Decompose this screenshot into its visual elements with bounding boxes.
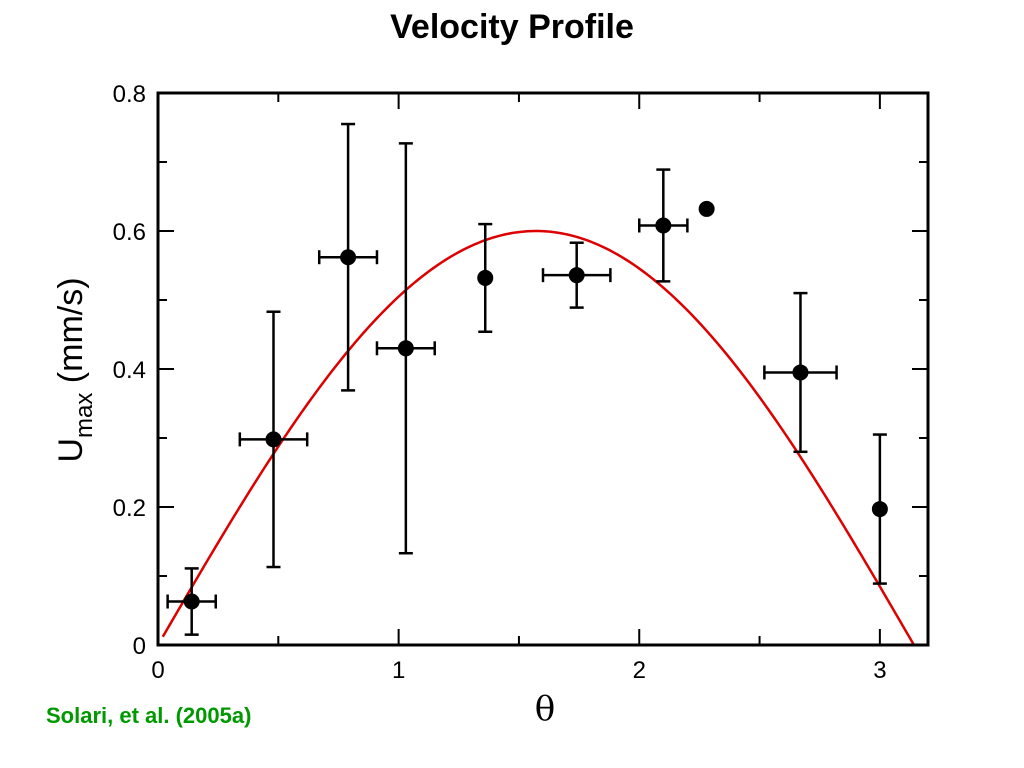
data-point: [477, 222, 494, 333]
data-point: [871, 433, 888, 585]
data-point: [541, 241, 612, 309]
data-marker: [568, 267, 585, 284]
data-point: [317, 122, 379, 392]
data-point: [698, 200, 715, 217]
data-marker: [792, 364, 809, 381]
y-tick-label: 0.4: [113, 357, 146, 384]
data-marker: [698, 200, 715, 217]
data-marker: [397, 340, 414, 357]
svg-text:Umax (mm/s): Umax (mm/s): [52, 277, 98, 462]
y-tick-label: 0.8: [113, 81, 146, 108]
data-point: [166, 567, 217, 636]
plot-frame: [156, 91, 930, 647]
y-label-sub: max: [71, 393, 98, 438]
y-label-main: U: [52, 438, 90, 463]
x-tick-label: 1: [392, 657, 405, 684]
data-marker: [477, 269, 494, 286]
x-tick-label: 0: [151, 657, 164, 684]
y-tick-label: 0.2: [113, 495, 146, 522]
data-marker: [183, 593, 200, 610]
data-point: [375, 142, 436, 555]
data-point: [638, 168, 689, 283]
data-marker: [871, 501, 888, 518]
fit-curve-layer: [161, 229, 916, 646]
data-marker: [340, 249, 357, 266]
x-tick-label: 2: [633, 657, 646, 684]
y-label-unit: (mm/s): [52, 277, 90, 383]
data-points-layer: [166, 122, 888, 636]
data-point: [763, 291, 838, 454]
data-marker: [265, 431, 282, 448]
chart-title: Velocity Profile: [390, 8, 634, 46]
data-marker: [655, 217, 672, 234]
y-tick-label: 0.6: [113, 219, 146, 246]
data-point: [238, 310, 309, 569]
y-axis-label: Umax (mm/s): [52, 277, 98, 462]
tick-labels: 0 1 2 3 0 0.2 0.4 0.6 0.8: [113, 81, 887, 684]
x-tick-label: 3: [873, 657, 886, 684]
citation-credit: Solari, et al. (2005a): [46, 703, 252, 728]
y-tick-label: 0: [133, 633, 146, 660]
fit-curve: [161, 229, 916, 646]
x-axis-label: θ: [535, 689, 555, 729]
